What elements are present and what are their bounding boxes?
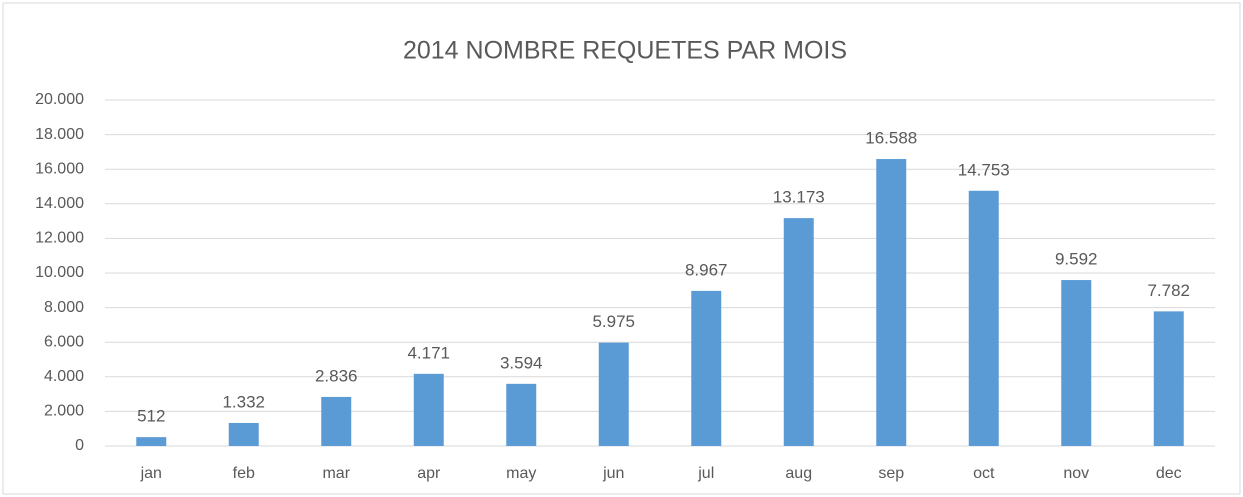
bar bbox=[321, 396, 352, 446]
x-tick-label: nov bbox=[1063, 465, 1089, 482]
y-tick-label: 4.000 bbox=[44, 368, 84, 385]
bar bbox=[598, 342, 629, 446]
y-tick-label: 20.000 bbox=[35, 91, 84, 108]
x-tick-label: jul bbox=[697, 465, 714, 482]
y-tick-label: 18.000 bbox=[35, 126, 84, 143]
x-tick-label: may bbox=[506, 465, 536, 482]
x-tick-label: aug bbox=[785, 465, 812, 482]
bar bbox=[413, 373, 444, 446]
x-tick-label: feb bbox=[233, 465, 255, 482]
x-tick-label: jun bbox=[602, 465, 624, 482]
bar bbox=[1061, 280, 1092, 446]
y-tick-label: 10.000 bbox=[35, 264, 84, 281]
bar bbox=[968, 190, 999, 446]
y-tick-label: 6.000 bbox=[44, 333, 84, 350]
bar bbox=[1153, 311, 1184, 446]
x-tick-label: oct bbox=[973, 465, 995, 482]
data-label: 512 bbox=[137, 407, 165, 426]
data-label: 7.782 bbox=[1147, 281, 1190, 300]
chart-title: 2014 NOMBRE REQUETES PAR MOIS bbox=[403, 37, 847, 65]
bar bbox=[136, 437, 167, 446]
y-tick-label: 14.000 bbox=[35, 195, 84, 212]
data-label: 9.592 bbox=[1055, 250, 1098, 269]
x-tick-label: mar bbox=[322, 465, 350, 482]
y-tick-label: 12.000 bbox=[35, 230, 84, 247]
bar bbox=[691, 290, 722, 446]
data-label: 5.975 bbox=[592, 312, 635, 331]
x-tick-label: apr bbox=[417, 465, 441, 482]
x-tick-label: sep bbox=[878, 465, 904, 482]
bar bbox=[506, 383, 537, 446]
data-label: 3.594 bbox=[500, 353, 543, 372]
data-label: 2.836 bbox=[315, 366, 358, 385]
data-label: 14.753 bbox=[958, 160, 1010, 179]
data-label: 4.171 bbox=[407, 343, 450, 362]
bar bbox=[228, 422, 259, 446]
bar bbox=[783, 218, 814, 446]
y-tick-label: 0 bbox=[75, 437, 84, 454]
y-tick-label: 2.000 bbox=[44, 403, 84, 420]
y-tick-label: 16.000 bbox=[35, 160, 84, 177]
bar bbox=[876, 159, 907, 447]
x-tick-label: jan bbox=[140, 465, 162, 482]
x-tick-label: dec bbox=[1156, 465, 1182, 482]
data-label: 13.173 bbox=[773, 188, 825, 207]
y-tick-label: 8.000 bbox=[44, 299, 84, 316]
data-label: 1.332 bbox=[222, 392, 265, 411]
data-label: 16.588 bbox=[865, 129, 917, 148]
data-label: 8.967 bbox=[685, 260, 728, 279]
